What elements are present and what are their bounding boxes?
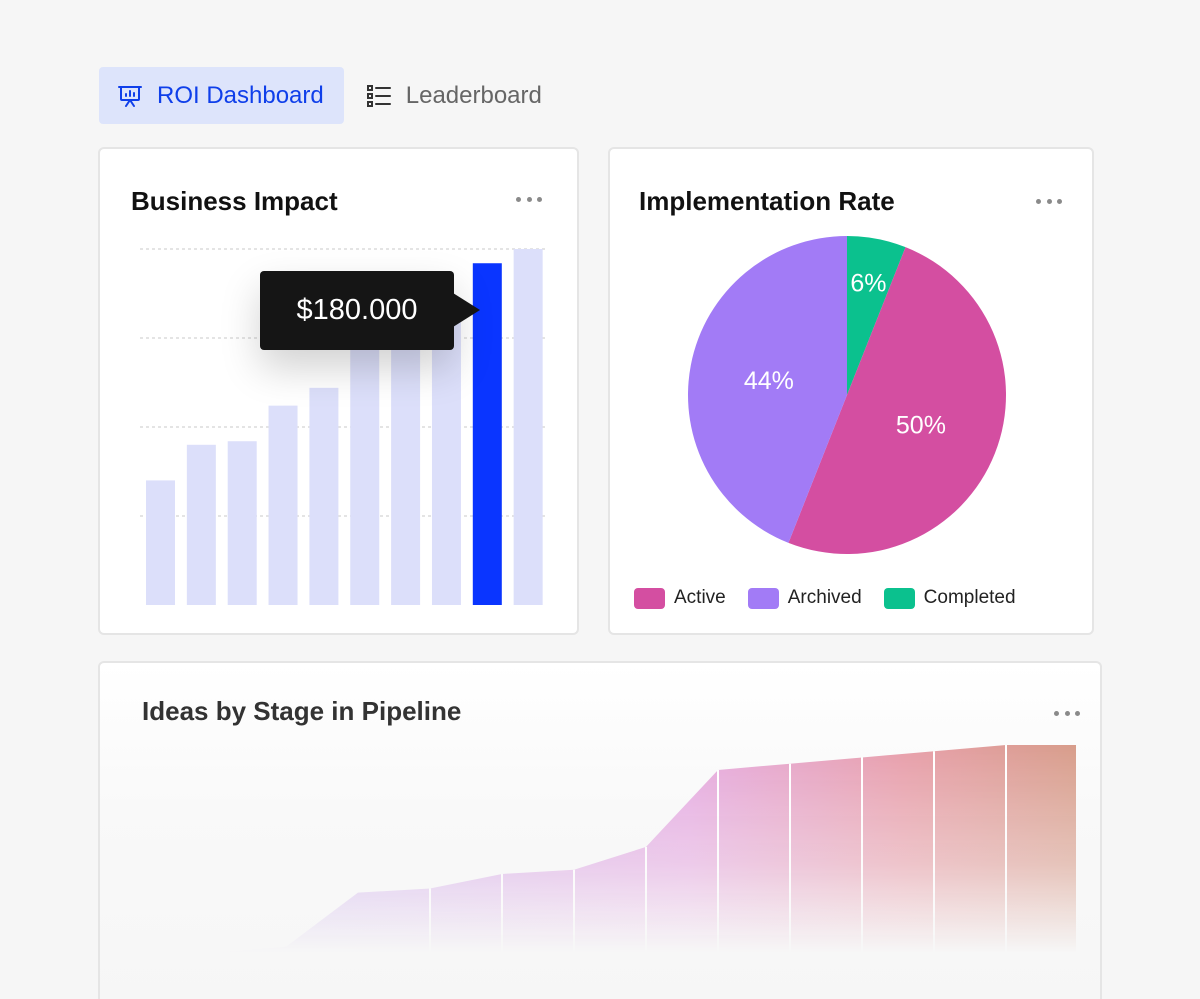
more-dots-icon[interactable] <box>516 194 542 204</box>
business-impact-chart <box>140 248 547 605</box>
list-icon <box>366 83 392 109</box>
pie-slice-completed[interactable] <box>847 236 906 395</box>
pie-slice-archived[interactable] <box>687 236 847 543</box>
implementation-rate-card: Implementation Rate 6% 50% 44% Active Arch… <box>608 147 1094 635</box>
implementation-rate-chart: 6% 50% 44% <box>687 236 1006 554</box>
pie-slice-label: 44% <box>744 367 794 395</box>
chart-legend: Active Archived Completed <box>634 587 1016 609</box>
view-tabs: ROI Dashboard Leaderboard <box>99 67 562 124</box>
legend-label: Completed <box>923 587 1016 608</box>
pipeline-card: Ideas by Stage in Pipeline <box>98 661 1102 999</box>
pie-slice-label: 6% <box>850 270 886 298</box>
pie-slice-active[interactable] <box>788 247 1006 554</box>
card-title: Implementation Rate <box>639 186 895 216</box>
legend-item-completed: Completed <box>883 587 1016 609</box>
legend-swatch <box>747 587 779 609</box>
tab-leaderboard[interactable]: Leaderboard <box>344 67 562 124</box>
tab-label: ROI Dashboard <box>157 81 324 109</box>
more-dots-icon[interactable] <box>1054 708 1080 718</box>
pie-slice-label: 50% <box>896 411 946 439</box>
legend-item-active: Active <box>634 587 726 609</box>
business-impact-card: Business Impact $180.000 <box>98 147 579 635</box>
tab-label: Leaderboard <box>405 81 542 109</box>
bar[interactable] <box>309 387 339 605</box>
bar[interactable] <box>268 405 298 605</box>
pipeline-chart <box>214 745 1076 953</box>
card-title: Ideas by Stage in Pipeline <box>142 696 462 726</box>
tab-roi-dashboard[interactable]: ROI Dashboard <box>99 67 344 124</box>
bar[interactable] <box>350 345 380 605</box>
value-tooltip: $180.000 <box>260 271 480 350</box>
presentation-chart-icon <box>117 83 143 109</box>
legend-label: Archived <box>787 587 862 608</box>
bar[interactable] <box>186 444 216 605</box>
legend-item-archived: Archived <box>747 587 862 609</box>
legend-label: Active <box>674 587 726 608</box>
card-title: Business Impact <box>131 186 338 216</box>
bar[interactable] <box>227 441 257 605</box>
bar[interactable] <box>513 249 543 605</box>
bar[interactable] <box>146 480 175 605</box>
legend-swatch <box>634 587 665 609</box>
more-dots-icon[interactable] <box>1036 196 1062 206</box>
legend-swatch <box>883 587 915 609</box>
bar[interactable] <box>391 320 421 605</box>
